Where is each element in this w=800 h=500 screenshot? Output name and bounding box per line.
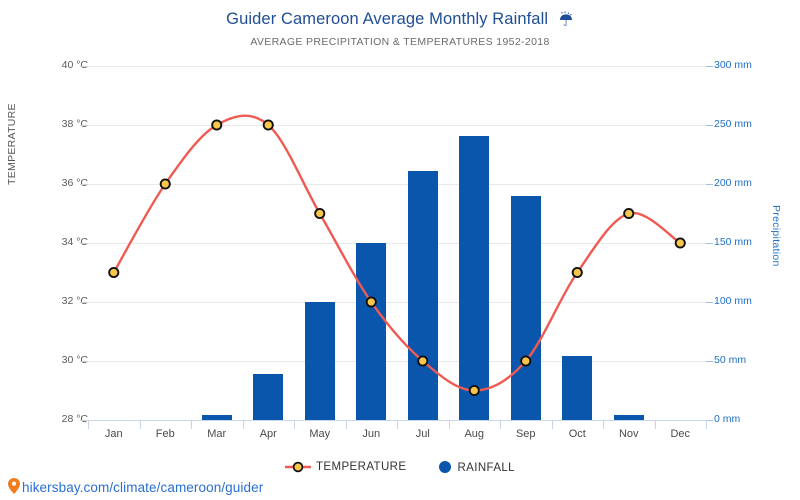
x-axis-label: Jan xyxy=(104,428,123,440)
left-tick-mark xyxy=(80,184,87,185)
x-tick-mark xyxy=(500,420,501,429)
x-axis-label: May xyxy=(309,428,331,440)
x-tick-mark xyxy=(551,420,553,429)
temperature-point[interactable]: Oct: 33 °C xyxy=(571,266,583,279)
x-axis-label: Oct xyxy=(568,428,586,440)
temperature-point[interactable]: Aug: 29 °C xyxy=(468,384,480,397)
temperature-line: Jan: 33 °C Feb: 36 °C Mar: 38 °C Apr: 38 °C… xyxy=(108,114,686,397)
right-axis-tick: 0 mm xyxy=(714,413,741,425)
gridline xyxy=(88,66,706,67)
left-axis-tick: 32 °C xyxy=(61,295,88,307)
left-tick-mark xyxy=(80,125,87,126)
location-pin-icon xyxy=(8,478,20,494)
gridline xyxy=(88,184,706,185)
legend-label-rainfall: RAINFALL xyxy=(457,462,515,474)
temperature-point[interactable]: Jul: 30 °C xyxy=(417,355,429,367)
source-link-text: hikersbay.com/climate/cameroon/guider xyxy=(22,480,264,495)
temperature-path xyxy=(112,114,681,392)
circle-icon xyxy=(439,461,452,473)
x-tick-mark xyxy=(706,420,707,429)
legend-item-rainfall[interactable]: RAINFALL xyxy=(438,460,515,474)
x-axis-label: Dec xyxy=(670,428,691,440)
rainfall-bar[interactable] xyxy=(407,171,438,420)
right-axis-tick: 100 mm xyxy=(714,295,752,307)
x-tick-mark xyxy=(88,420,89,429)
temperature-point[interactable]: Nov: 35 °C xyxy=(623,207,635,220)
left-axis-tick: 30 °C xyxy=(61,354,88,366)
left-axis-tick: 38 °C xyxy=(61,118,88,130)
temperature-point[interactable]: Apr: 38 °C xyxy=(262,119,274,131)
temperature-point[interactable]: Dec: 34 °C xyxy=(674,237,686,249)
right-axis-tick: 50 mm xyxy=(714,354,747,366)
left-axis-tick: 28 °C xyxy=(61,413,88,425)
umbrella-rain-icon xyxy=(558,11,574,32)
rainfall-bar[interactable] xyxy=(356,243,387,420)
right-tick-mark xyxy=(706,361,713,362)
line-marker-icon xyxy=(285,461,311,473)
temperature-point[interactable]: Jun: 32 °C xyxy=(365,296,377,308)
left-axis-tick: 40 °C xyxy=(61,59,88,71)
x-axis-label: Mar xyxy=(207,428,227,440)
x-tick-mark xyxy=(448,420,450,429)
rainfall-bar[interactable] xyxy=(304,302,335,420)
chart-title-text: Guider Cameroon Average Monthly Rainfall xyxy=(226,10,549,28)
chart-title: Guider Cameroon Average Monthly Rainfall xyxy=(0,10,800,32)
rainfall-bar[interactable] xyxy=(562,356,593,420)
left-tick-mark xyxy=(80,420,87,421)
x-axis-label: Nov xyxy=(618,428,639,440)
temperature-point[interactable]: Sep: 30 °C xyxy=(520,355,532,367)
right-tick-mark xyxy=(706,66,713,67)
x-tick-mark xyxy=(242,420,244,429)
left-tick-mark xyxy=(80,302,87,303)
rainfall-bar[interactable] xyxy=(201,415,232,420)
gridline xyxy=(88,125,706,126)
temperature-point[interactable]: May: 35 °C xyxy=(314,207,326,220)
x-tick-mark xyxy=(294,420,295,429)
x-axis-label: Feb xyxy=(155,428,175,440)
x-tick-mark xyxy=(345,420,347,429)
x-tick-mark xyxy=(397,420,398,429)
source-link[interactable]: hikersbay.com/climate/cameroon/guider xyxy=(8,478,263,495)
right-axis-tick: 200 mm xyxy=(714,177,752,189)
gridline xyxy=(88,243,706,244)
chart-legend: TEMPERATURE RAINFALL xyxy=(0,460,800,474)
chart-subtitle: AVERAGE PRECIPITATION & TEMPERATURES 195… xyxy=(250,36,550,48)
right-tick-mark xyxy=(706,125,713,126)
left-axis-label: TEMPERATURE xyxy=(6,103,18,185)
right-tick-mark xyxy=(706,184,713,185)
right-tick-mark xyxy=(706,243,713,244)
right-axis-tick: 250 mm xyxy=(714,118,752,130)
temperature-point[interactable]: Feb: 36 °C xyxy=(159,178,171,190)
x-axis-label: Aug xyxy=(464,428,485,440)
rainfall-bar[interactable] xyxy=(510,195,541,420)
right-tick-mark xyxy=(706,302,713,303)
x-axis-label: Jun xyxy=(362,428,381,440)
left-tick-mark xyxy=(80,361,87,362)
gridline xyxy=(88,361,706,362)
x-tick-mark xyxy=(139,420,141,429)
x-axis-label: Apr xyxy=(259,428,277,440)
x-tick-mark xyxy=(603,420,604,429)
x-axis-label: Jul xyxy=(415,428,430,440)
rainfall-bar[interactable] xyxy=(253,373,284,420)
x-axis-label: Sep xyxy=(515,428,536,440)
plot-area: Jan: 33 °C Feb: 36 °C Mar: 38 °C Apr: 38 °C… xyxy=(88,66,706,420)
right-axis-tick: 300 mm xyxy=(714,59,752,71)
left-tick-mark xyxy=(80,66,87,67)
x-tick-mark xyxy=(654,420,656,429)
left-axis-tick: 34 °C xyxy=(61,236,88,248)
right-tick-mark xyxy=(706,420,713,421)
left-axis-tick: 36 °C xyxy=(61,177,88,189)
legend-item-temperature[interactable]: TEMPERATURE xyxy=(285,461,406,473)
left-tick-mark xyxy=(80,243,87,244)
x-tick-mark xyxy=(191,420,192,429)
right-axis-tick: 150 mm xyxy=(714,236,752,248)
legend-label-temperature: TEMPERATURE xyxy=(316,461,407,473)
rainfall-bar[interactable] xyxy=(459,135,490,420)
temperature-point[interactable]: Mar: 38 °C xyxy=(211,119,223,131)
temperature-point[interactable]: Jan: 33 °C xyxy=(108,266,120,279)
rainfall-bar[interactable] xyxy=(613,415,644,420)
gridline xyxy=(88,302,706,303)
